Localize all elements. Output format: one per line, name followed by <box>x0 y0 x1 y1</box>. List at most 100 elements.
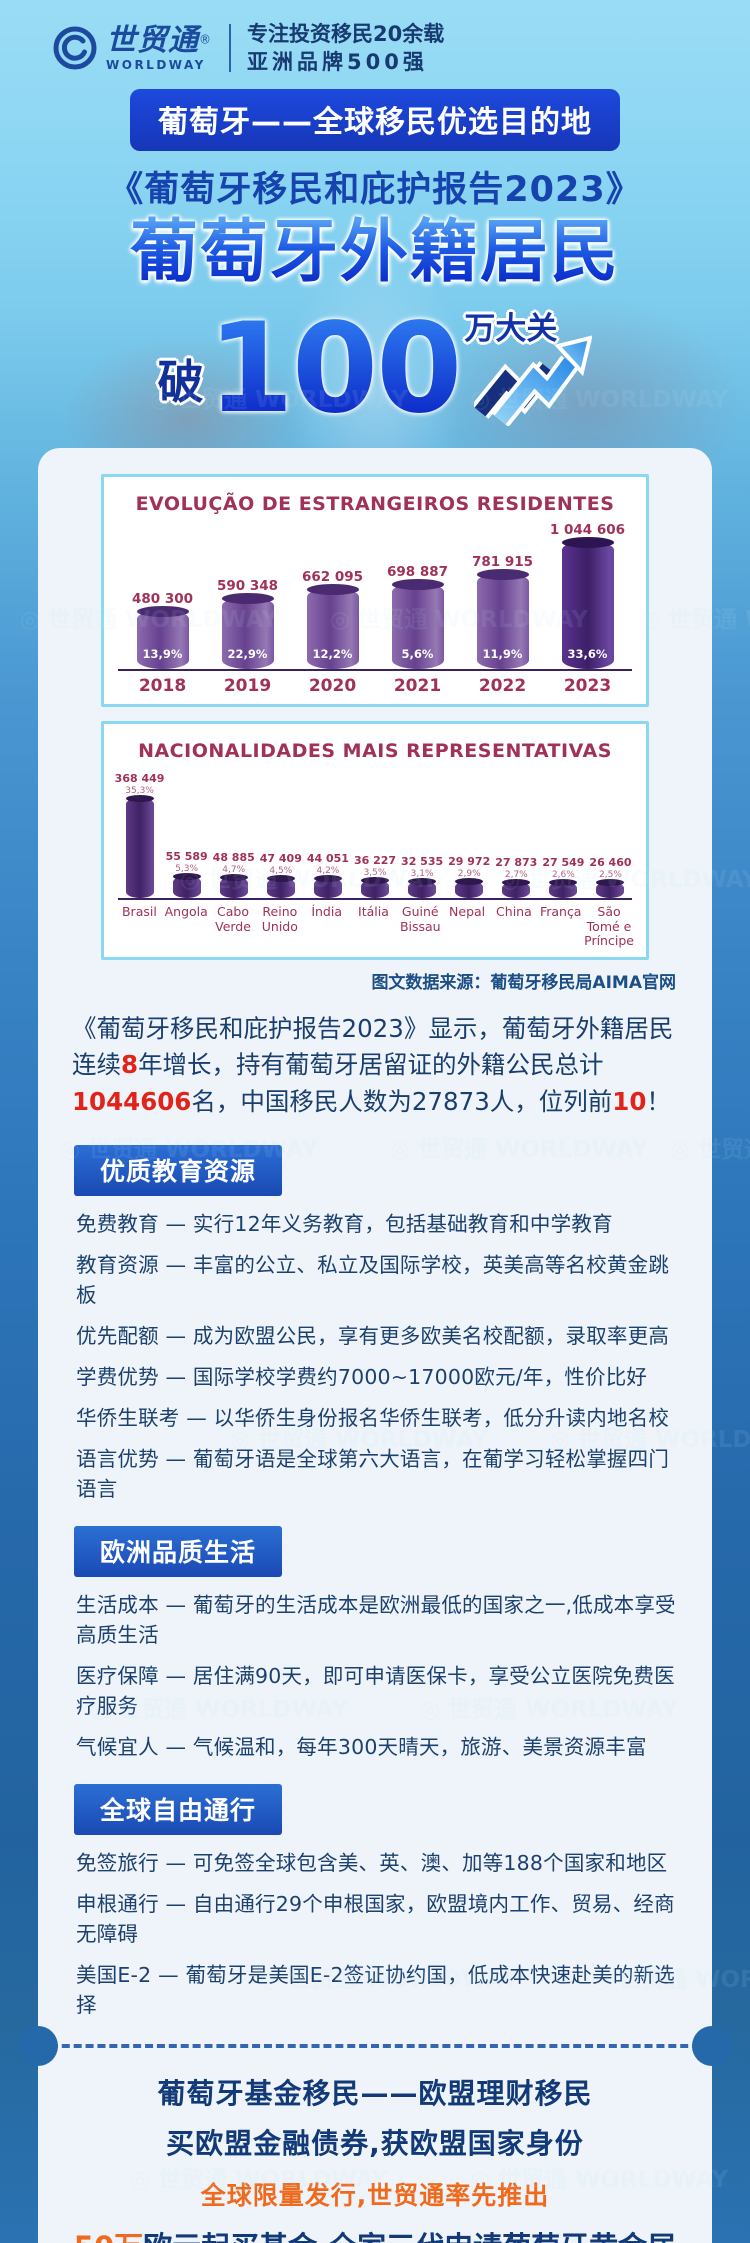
text-segment: 欧元起买基金,全家三代申请葡萄牙黄金居留身份 <box>143 2230 676 2243</box>
text-segment: ！ <box>646 1087 671 1117</box>
content-card: EVOLUÇÃO DE ESTRANGEIROS RESIDENTES 480 … <box>18 448 732 2243</box>
category-label: Guiné Bissau <box>399 904 441 934</box>
category-label: 2023 <box>563 676 612 697</box>
bar-value-label: 48 885 <box>212 851 255 865</box>
chart-nacionalidades: NACIONALIDADES MAIS REPRESENTATIVAS 368 … <box>101 721 649 960</box>
bullet-item: 申根通行 — 自由通行29个申根国家，欧盟境内工作、贸易、经商无障碍 <box>76 1891 675 1946</box>
bar-percent-label: 4,2% <box>316 866 340 877</box>
bar-value-label: 27 873 <box>495 856 538 870</box>
chart2-bar-group: 368 449 35,3% <box>114 772 165 899</box>
bar-growth-label: 22,9% <box>227 647 268 662</box>
chart2-bar-group: 32 535 3,1% <box>399 855 446 899</box>
benefit-sections: 优质教育资源免费教育 — 实行12年义务教育，包括基础教育和中学教育 教育资源 —… <box>68 1121 682 2018</box>
bullet-item: 免签旅行 — 可免签全球包含美、英、澳、加等188个国家和地区 <box>76 1850 668 1875</box>
bar <box>502 879 531 899</box>
bar-percent-label: 4,7% <box>222 865 246 876</box>
bar-value-label: 27 549 <box>542 856 585 870</box>
chart2-bar-group: 55 589 5,3% <box>163 850 210 899</box>
bar <box>313 875 342 899</box>
category-label: Angola <box>164 904 208 920</box>
promo-line-1: 葡萄牙基金移民——欧盟理财移民 <box>157 2076 593 2110</box>
section-badge: 欧洲品质生活 <box>74 1525 283 1577</box>
chart2-bar-group: 48 885 4,7% <box>210 851 257 899</box>
category-label: 2021 <box>393 676 442 697</box>
divider-notch-left <box>18 2025 58 2066</box>
report-summary: 《葡萄牙移民和庇护报告2023》显示，葡萄牙外籍居民连续8年增长，持有葡萄牙居留… <box>72 1011 678 1121</box>
bar-value-label: 1 044 606 <box>549 522 626 539</box>
bar-value-label: 590 348 <box>216 578 279 595</box>
category-label: Cabo Verde <box>215 904 251 934</box>
tagline-2: 亚洲品牌500强 <box>247 50 428 75</box>
chart1-categories: 2018 2019 2020 2021 2022 2023 <box>114 671 636 704</box>
bar-percent-label: 3,1% <box>410 869 434 880</box>
bar <box>596 879 625 899</box>
bar-percent-label: 2,9% <box>457 869 481 880</box>
milestone-unit: 万大关 <box>464 311 558 348</box>
growth-arrow-icon <box>474 335 593 427</box>
chart1-bar-group: 662 095 12,2% <box>294 569 372 670</box>
bar-value-label: 36 227 <box>353 854 397 868</box>
chart1-bar-group: 480 300 13,9% <box>124 591 202 670</box>
milestone-row: 破 100 万大关 <box>0 284 750 442</box>
chart2-bar-group: 36 227 3,5% <box>351 854 398 899</box>
registered-mark: ® <box>199 32 211 47</box>
bar-value-label: 480 300 <box>131 591 194 608</box>
bar: 5,6% <box>391 579 444 670</box>
section-badge: 优质教育资源 <box>74 1144 283 1196</box>
promo-line-2: 买欧盟金融债券,获欧盟国家身份 <box>166 2126 584 2160</box>
category-label: Reino Unido <box>261 904 298 934</box>
logo-text: 世贸通® WORLDWAY <box>106 22 211 71</box>
chart1-title: EVOLUÇÃO DE ESTRANGEIROS RESIDENTES <box>135 493 615 516</box>
chart2-bar-group: 44 051 4,2% <box>304 852 351 899</box>
bullet-item: 学费优势 — 国际学校学费约7000~17000欧元/年，性价比好 <box>76 1364 648 1389</box>
header: 世贸通® WORLDWAY 专注投资移民20余载 亚洲品牌500强 <box>0 0 750 77</box>
highlighted-text: 8 <box>121 1050 139 1080</box>
bar-value-label: 26 460 <box>589 856 632 870</box>
bar-growth-label: 33,6% <box>567 647 608 662</box>
highlighted-text: 50万 <box>74 2230 143 2243</box>
section-bullets: 生活成本 — 葡萄牙的生活成本是欧洲最低的国家之一,低成本享受高质生活 医疗保障 … <box>76 1588 682 1760</box>
bullet-item: 免费教育 — 实行12年义务教育，包括基础教育和中学教育 <box>76 1211 613 1236</box>
milestone-number: 100 <box>207 297 463 442</box>
bar-value-label: 44 051 <box>306 852 349 866</box>
bar <box>219 874 248 899</box>
bullet-item: 生活成本 — 葡萄牙的生活成本是欧洲最低的国家之一,低成本享受高质生活 <box>76 1592 676 1647</box>
logo-cn: 世贸通 <box>106 22 199 58</box>
chart1-bar-group: 590 348 22,9% <box>209 578 287 670</box>
section-badge: 全球自由通行 <box>74 1783 283 1835</box>
bar: 11,9% <box>476 569 529 670</box>
benefit-section-1: 欧洲品质生活生活成本 — 葡萄牙的生活成本是欧洲最低的国家之一,低成本享受高质生… <box>68 1502 682 1760</box>
chart2-axis <box>118 898 632 901</box>
chart1-bar-group: 781 915 11,9% <box>464 554 542 670</box>
bar-value-label: 662 095 <box>301 569 364 586</box>
text-segment: 《葡萄牙移民和庇护报告2023》显示，葡萄牙外籍居民连续 <box>72 1013 674 1080</box>
bar-percent-label: 5,3% <box>175 864 199 875</box>
bar <box>455 878 484 899</box>
data-source-note: 图文数据来源：葡萄牙移民局AIMA官网 <box>371 972 676 993</box>
bar-value-label: 47 409 <box>259 852 302 866</box>
category-label: São Tomé e Príncipe <box>584 904 634 949</box>
bar <box>125 795 154 899</box>
section-bullets: 免费教育 — 实行12年义务教育，包括基础教育和中学教育 教育资源 — 丰富的公立… <box>76 1207 682 1502</box>
bar-percent-label: 2,6% <box>551 870 575 881</box>
hero-banner: 葡萄牙——全球移民优选目的地 <box>130 88 620 151</box>
tagline-1: 专注投资移民20余载 <box>247 22 445 46</box>
highlighted-text: 1044606 <box>72 1087 192 1117</box>
bar-percent-label: 35,3% <box>125 786 154 797</box>
text-segment: 年增长，持有葡萄牙居留证的外籍公民总计 <box>138 1050 604 1080</box>
bar <box>408 878 437 899</box>
bullet-item: 美国E-2 — 葡萄牙是美国E-2签证协约国，低成本快速赴美的新选择 <box>76 1962 675 2017</box>
chart-evolucao: EVOLUÇÃO DE ESTRANGEIROS RESIDENTES 480 … <box>101 474 649 708</box>
bar-value-label: 32 535 <box>401 855 444 869</box>
bar-value-label: 368 449 <box>114 772 165 786</box>
main-title: 葡萄牙外籍居民 <box>0 215 750 291</box>
chart2-categories: Brasil Angola Cabo Verde Reino Unido Índia It… <box>114 900 636 956</box>
bullet-item: 气候宜人 — 气候温和，每年300天晴天，旅游、美景资源丰富 <box>76 1734 647 1759</box>
chart1-bar-group: 1 044 606 33,6% <box>549 522 627 670</box>
category-label: 2019 <box>223 676 272 697</box>
chart2-plot: 368 449 35,3% 55 589 5,3% 48 885 4,7% 47 409 4,… <box>114 766 636 899</box>
chart2-bar-group: 27 873 2,7% <box>493 856 540 899</box>
promo-block: 葡萄牙基金移民——欧盟理财移民 买欧盟金融债券,获欧盟国家身份 全球限量发行,世… <box>68 2072 682 2243</box>
category-label: Nepal <box>449 904 486 920</box>
